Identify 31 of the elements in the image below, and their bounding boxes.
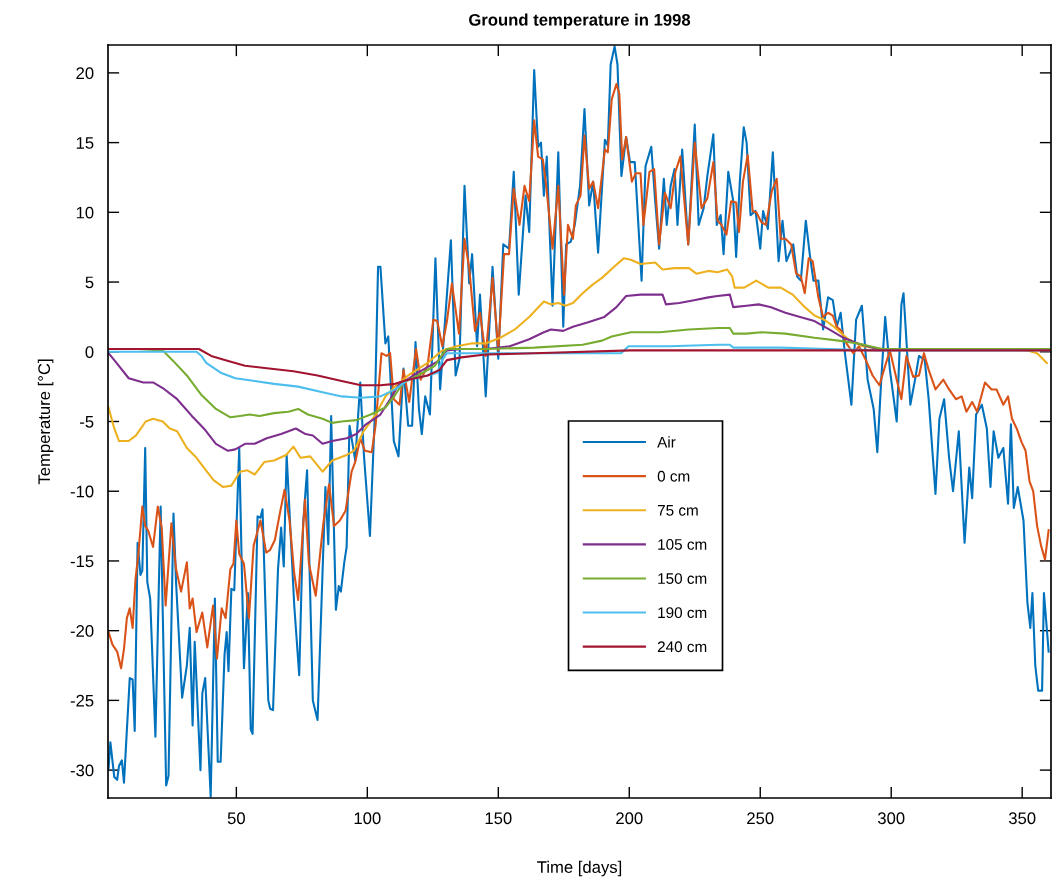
y-tick-label: 5 <box>85 276 94 289</box>
x-tick-label: 50 <box>227 812 245 825</box>
x-tick-label: 200 <box>616 812 643 825</box>
x-tick-label: 100 <box>354 812 381 825</box>
legend-label: 105 cm <box>658 539 707 550</box>
legend-label: 0 cm <box>657 470 690 482</box>
x-tick-label: 350 <box>1008 812 1036 825</box>
line-series <box>108 347 1051 387</box>
y-tick-label: -15 <box>70 555 94 568</box>
legend-label: 75 cm <box>657 505 698 516</box>
line-series <box>108 83 1050 670</box>
legend-label: Air <box>657 436 676 448</box>
y-tick-label: 15 <box>76 137 94 149</box>
y-axis-title: Temperature [°C] <box>37 359 54 485</box>
line-series <box>108 45 1050 798</box>
y-tick-label: 0 <box>85 346 94 358</box>
y-tick-label: -10 <box>70 485 94 498</box>
x-tick-label: 150 <box>485 812 512 825</box>
y-tick-label: -20 <box>70 625 94 637</box>
x-tick-label: 250 <box>747 812 774 825</box>
y-tick-label: -25 <box>70 694 94 707</box>
chart-title: Ground temperature in 1998 <box>469 13 691 30</box>
x-tick-label: 300 <box>877 812 905 825</box>
legend-label: 190 cm <box>658 607 707 619</box>
legend-label: 150 cm <box>658 573 707 584</box>
y-tick-label: 10 <box>76 206 94 219</box>
x-axis-title: Time [days] <box>537 860 622 877</box>
legend-label: 240 cm <box>657 641 707 653</box>
y-tick-label: -5 <box>80 416 94 428</box>
y-tick-label: -30 <box>70 764 94 777</box>
y-tick-label: 20 <box>76 67 94 80</box>
